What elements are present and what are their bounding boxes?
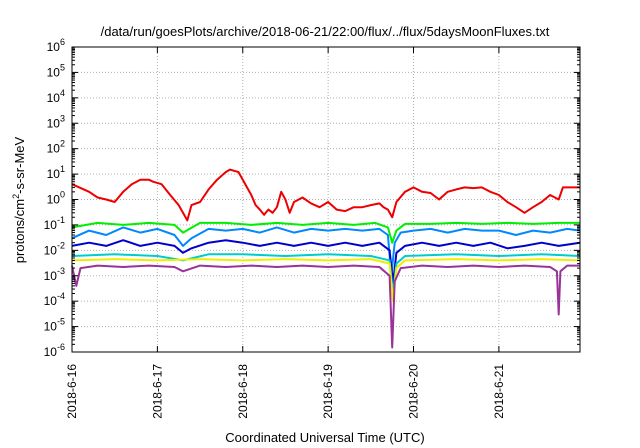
y-tick-label: 100 [47, 190, 65, 207]
tick-layer: 106 105 104 103 102 101 100 10-1 10-2 10-3 10-4 10-… [44, 37, 580, 419]
y-tick-label: 10-5 [44, 317, 65, 334]
x-tick-label: 2018-6-20 [407, 364, 421, 419]
y-tick-label: 10-6 [44, 342, 65, 359]
series-line-1 [71, 221, 580, 244]
y-tick-label: 103 [47, 113, 65, 130]
grid-layer [72, 47, 580, 352]
x-tick-label: 2018-6-17 [150, 364, 164, 419]
y-tick-label: 10-3 [44, 266, 65, 283]
y-tick-label: 10-1 [44, 215, 65, 232]
y-axis-label: protons/cm2-s-sr-MeV [11, 136, 27, 263]
series-layer [71, 168, 581, 349]
y-tick-label: 102 [47, 139, 65, 156]
series-line-6 [71, 264, 580, 349]
series-line-2 [71, 226, 581, 277]
series-line-0 [71, 168, 580, 222]
x-tick-label: 2018-6-19 [321, 364, 335, 419]
series-line-3 [71, 239, 581, 285]
y-tick-label: 101 [47, 164, 65, 181]
series-line-5 [71, 258, 581, 303]
y-tick-label: 106 [47, 37, 65, 54]
y-tick-label: 105 [47, 62, 65, 79]
x-tick-label: 2018-6-21 [492, 364, 506, 419]
y-tick-label: 10-2 [44, 240, 65, 257]
x-tick-label: 2018-6-18 [236, 364, 250, 419]
y-tick-label: 10-4 [44, 291, 65, 308]
y-tick-label: 104 [47, 88, 65, 105]
x-axis-label: Coordinated Universal Time (UTC) [225, 430, 424, 445]
chart-title: /data/run/goesPlots/archive/2018-06-21/2… [101, 24, 550, 39]
x-tick-label: 2018-6-16 [65, 364, 79, 419]
